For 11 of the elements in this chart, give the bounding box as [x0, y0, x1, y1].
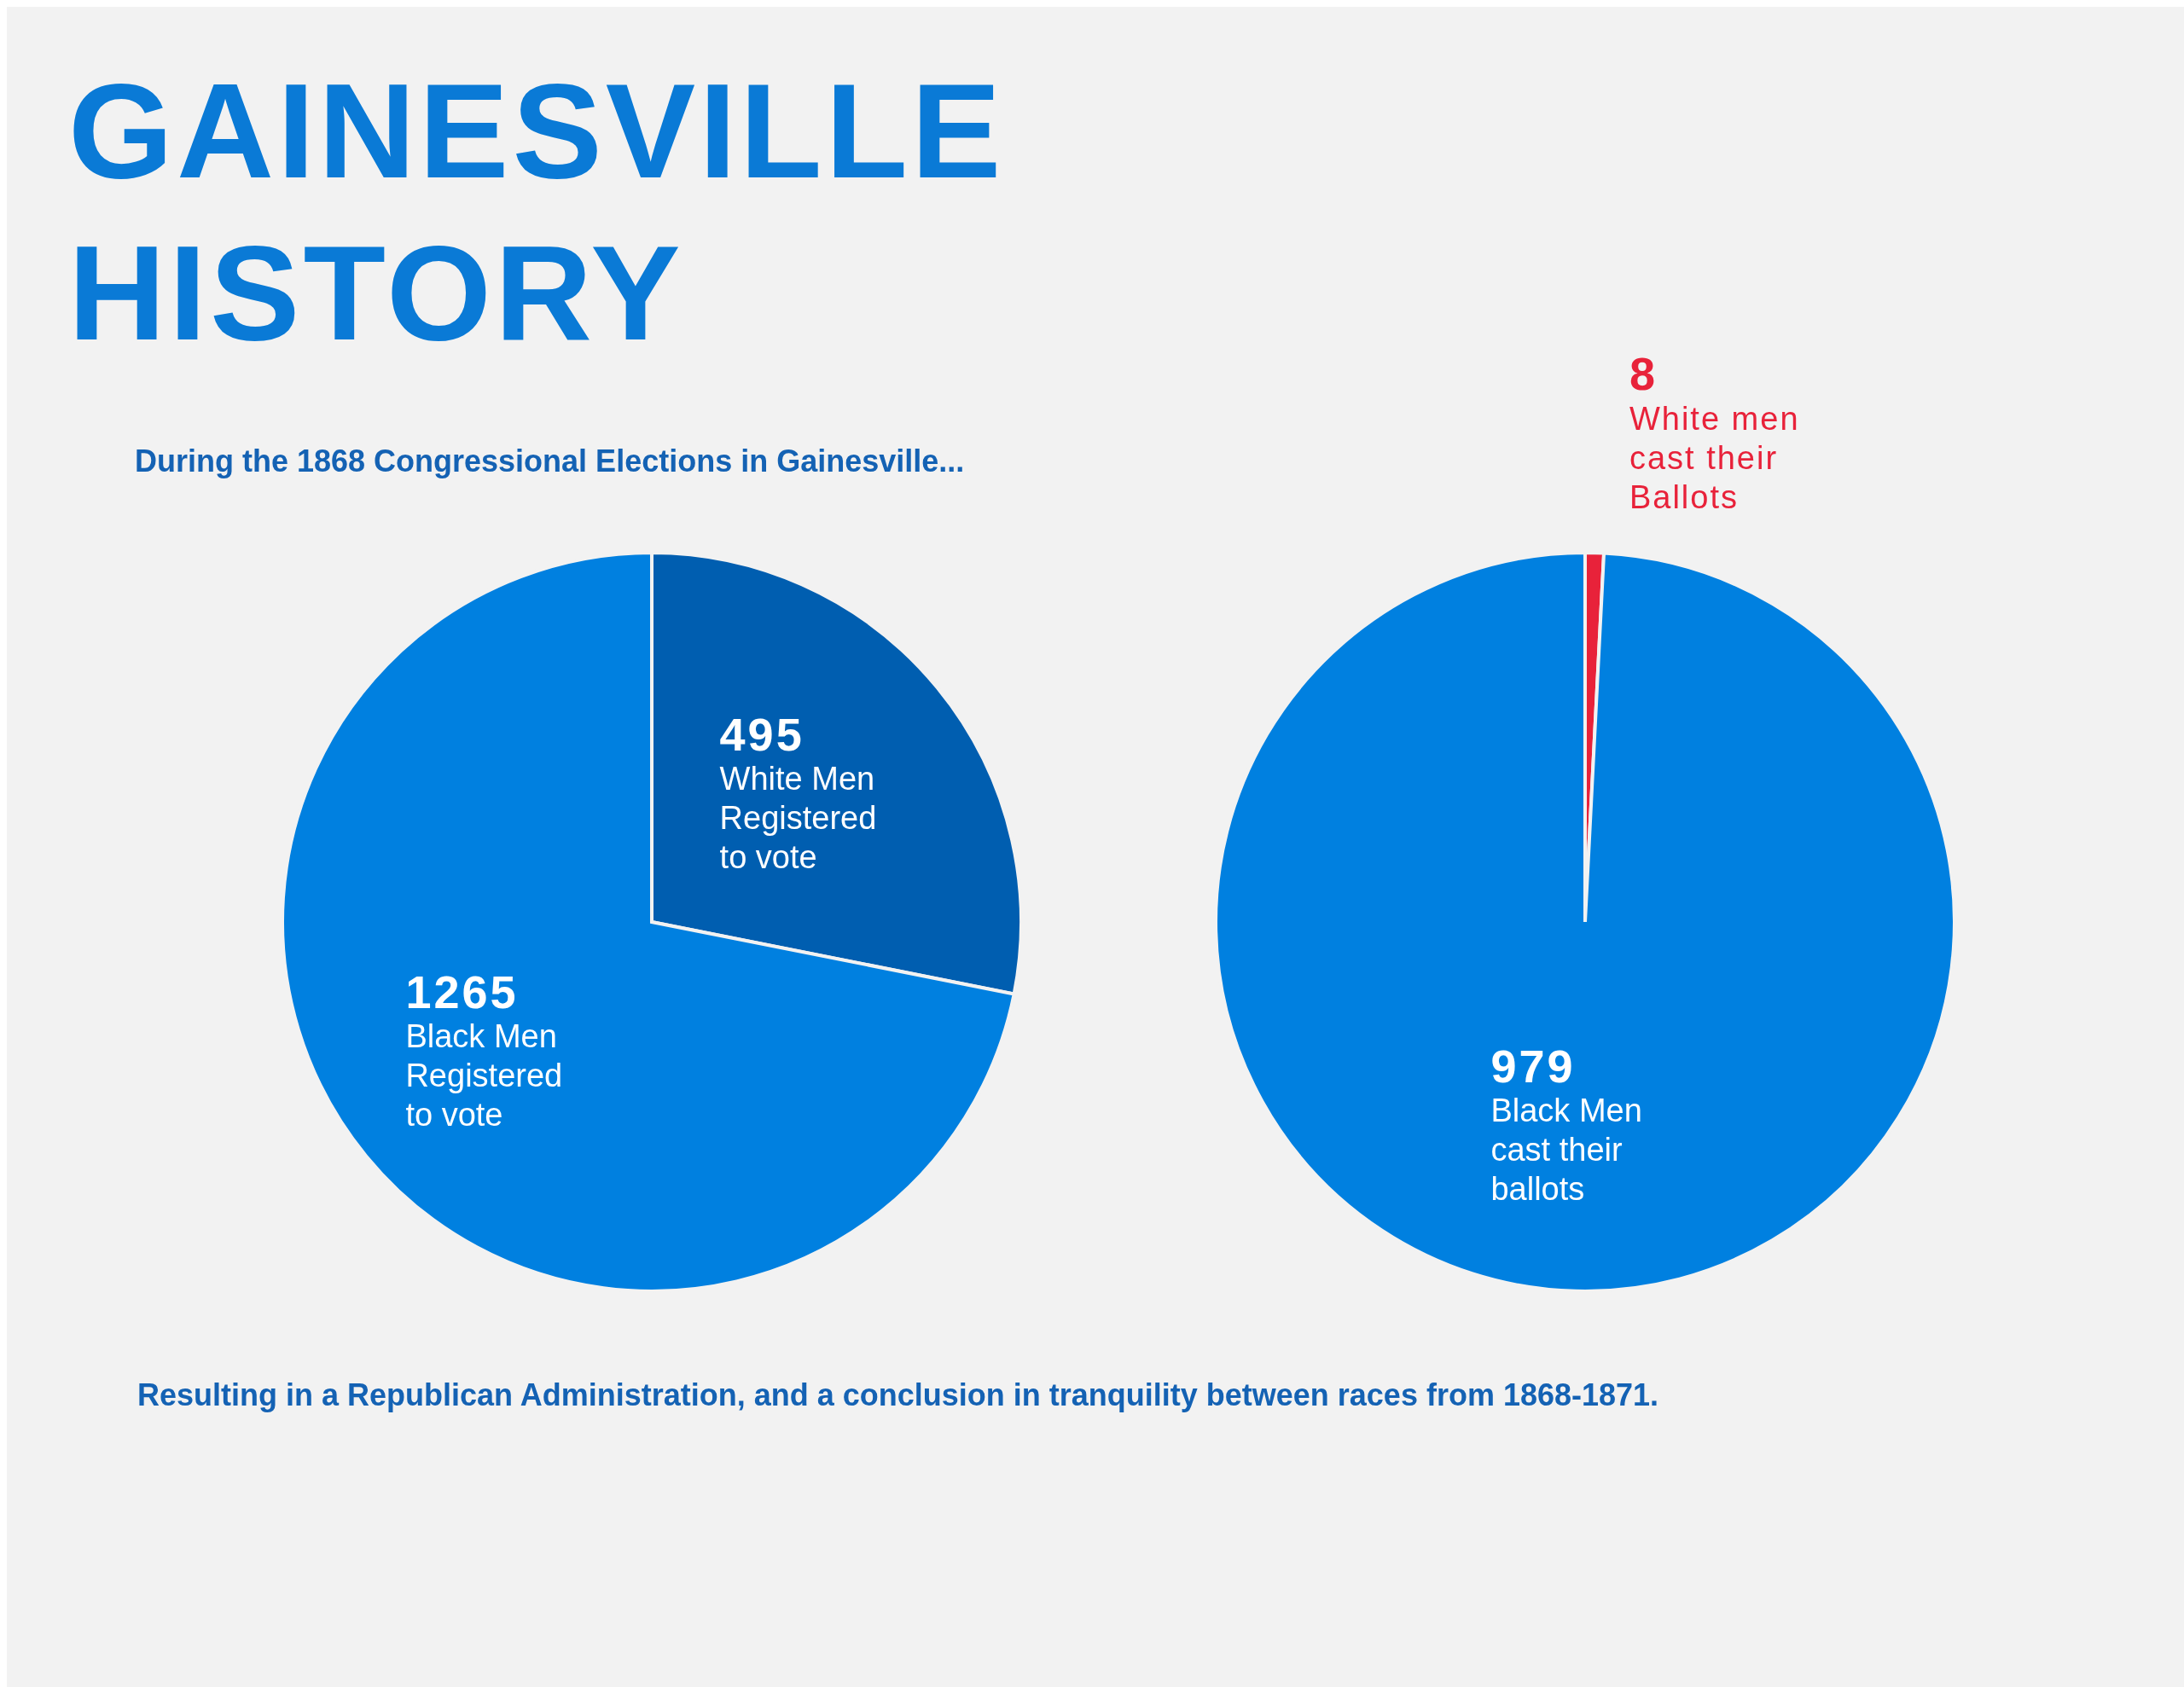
chart-title: GAINESVILLE HISTORY — [68, 55, 1005, 368]
slice-label: Black Men Registered to vote — [405, 1018, 563, 1133]
slice-label: White men cast their Ballots — [1629, 400, 1800, 515]
slice-label: Black Men cast their ballots — [1490, 1093, 1642, 1208]
text: Resulting in a Republican Administration, and a conclusion in tranquility between races from 1868-1871. — [137, 1377, 1659, 1412]
data-label: 8 — [1629, 348, 1658, 400]
data-label: 495 — [719, 708, 804, 760]
slice-label: White Men Registered to vote — [719, 760, 877, 875]
chart-subtitle: During the 1868 Congressional Elections in Gainesville... — [135, 443, 965, 478]
data-label: 1265 — [405, 965, 519, 1017]
data-label: 979 — [1490, 1040, 1576, 1092]
